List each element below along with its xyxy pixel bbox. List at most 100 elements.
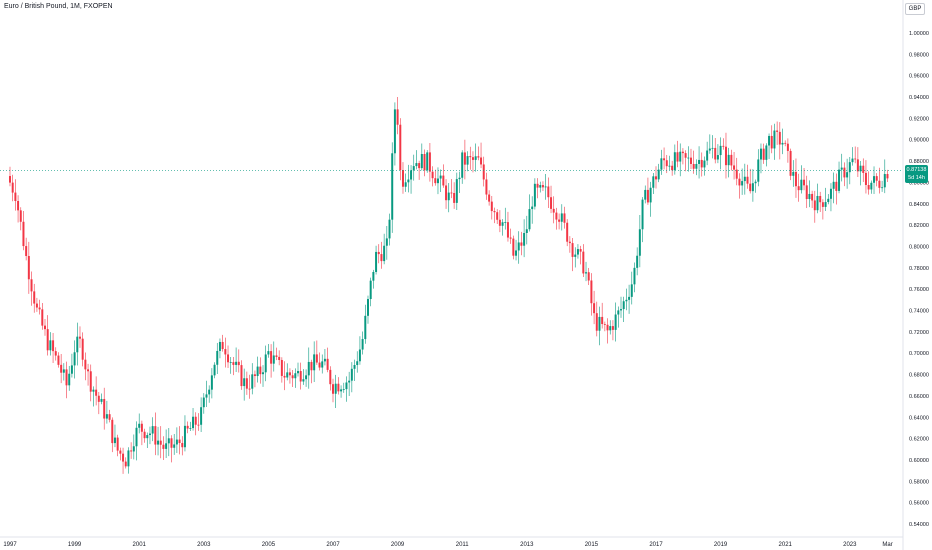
y-tick-label: 0.78000 (909, 266, 929, 272)
candle-down (19, 210, 22, 222)
candle-up (436, 178, 439, 184)
candle-up (345, 382, 348, 390)
candle-up (366, 299, 369, 316)
candle-up (870, 182, 873, 190)
candle-up (840, 167, 843, 170)
candle-down (270, 351, 273, 364)
candle-up (307, 361, 310, 376)
candle-down (603, 324, 606, 325)
candle-down (445, 185, 448, 201)
candle-down (520, 242, 523, 246)
candle-up (641, 199, 644, 230)
candle-down (329, 369, 332, 385)
candle-down (579, 249, 582, 252)
candle-down (170, 438, 173, 448)
candle-up (297, 371, 300, 374)
candle-down (17, 200, 20, 211)
x-axis-ticks: 1997 1999 2001 2003 2005 2007 2009 2011 2013 2015… (3, 542, 892, 548)
candle-down (428, 152, 431, 172)
current-price-tag: 0.87138 5d 14h (905, 165, 928, 183)
candle-up (342, 389, 345, 390)
candle-up (173, 444, 176, 448)
candle-down (399, 124, 402, 171)
price-tag-countdown: 5d 14h (908, 175, 925, 181)
candle-down (722, 145, 725, 147)
candle-down (482, 164, 485, 180)
candle-down (95, 389, 98, 396)
candle-up (388, 219, 391, 239)
candle-up (192, 416, 195, 429)
candle-down (856, 159, 859, 172)
x-tick-label: 2003 (197, 542, 211, 548)
candle-down (550, 197, 553, 209)
candle-down (227, 354, 230, 363)
candle-up (698, 159, 701, 164)
candle-down (536, 183, 539, 188)
candle-up (768, 135, 771, 146)
candle-up (848, 162, 851, 173)
y-tick-label: 0.76000 (909, 287, 929, 293)
candle-down (81, 338, 84, 360)
candle-down (159, 440, 162, 445)
candle-up (504, 222, 507, 223)
candle-up (407, 179, 410, 183)
candle-down (786, 143, 789, 151)
candle-down (813, 200, 816, 211)
candle-down (288, 372, 291, 376)
candle-up (372, 271, 375, 281)
y-tick-label: 0.68000 (909, 373, 929, 379)
candle-up (356, 361, 359, 366)
candle-down (310, 361, 313, 371)
candle-down (332, 384, 334, 394)
candle-down (154, 426, 157, 445)
y-tick-label: 0.94000 (909, 95, 929, 101)
candle-up (800, 179, 803, 191)
candle-up (383, 245, 386, 262)
y-tick-label: 0.62000 (909, 437, 929, 443)
candle-up (420, 154, 423, 169)
candle-down (194, 416, 197, 425)
candle-down (27, 255, 30, 280)
y-tick-label: 0.96000 (909, 74, 929, 80)
chart-title: Euro / British Pound, 1M, FXOPEN (4, 3, 113, 10)
currency-badge[interactable]: GBP (905, 3, 925, 15)
candle-up (68, 373, 71, 386)
x-tick-label: 2021 (779, 542, 793, 548)
candle-up (439, 175, 442, 179)
candle-up (189, 428, 192, 429)
candle-down (496, 212, 499, 220)
candle-up (873, 176, 876, 183)
candle-down (337, 383, 340, 392)
candle-down (143, 431, 146, 439)
candle-up (404, 182, 407, 187)
candle-up (501, 222, 504, 226)
candle-down (571, 243, 574, 257)
candle-up (851, 158, 854, 163)
candle-up (138, 423, 141, 428)
candle-down (590, 280, 593, 304)
candle-down (224, 349, 227, 355)
candle-down (541, 185, 544, 188)
candle-up (70, 365, 73, 374)
candle-down (122, 453, 125, 462)
candle-down (65, 369, 68, 386)
candle-down (14, 192, 17, 201)
candle-up (533, 183, 536, 207)
candle-down (450, 192, 453, 194)
candle-down (555, 212, 558, 220)
candle-down (453, 193, 456, 203)
candle-down (240, 365, 243, 387)
candle-down (547, 186, 550, 198)
candle-up (205, 394, 208, 398)
candle-up (883, 174, 886, 188)
candle-down (692, 163, 695, 169)
candle-down (9, 176, 11, 183)
candle-down (232, 362, 235, 365)
candle-up (824, 202, 827, 207)
candle-down (87, 369, 90, 372)
candle-down (512, 238, 515, 256)
candle-up (235, 361, 238, 365)
candle-up (340, 389, 343, 392)
candle-up (62, 369, 65, 373)
